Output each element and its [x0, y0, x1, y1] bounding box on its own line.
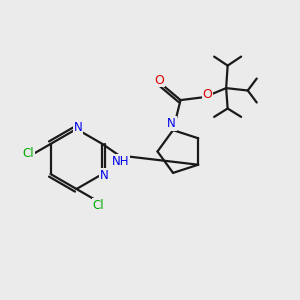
Text: Cl: Cl — [22, 147, 34, 160]
Text: N: N — [74, 121, 82, 134]
Text: Cl: Cl — [93, 199, 104, 212]
Text: N: N — [167, 117, 176, 130]
Text: N: N — [100, 169, 108, 182]
Text: O: O — [154, 74, 164, 87]
Text: O: O — [202, 88, 212, 100]
Text: NH: NH — [112, 155, 129, 168]
